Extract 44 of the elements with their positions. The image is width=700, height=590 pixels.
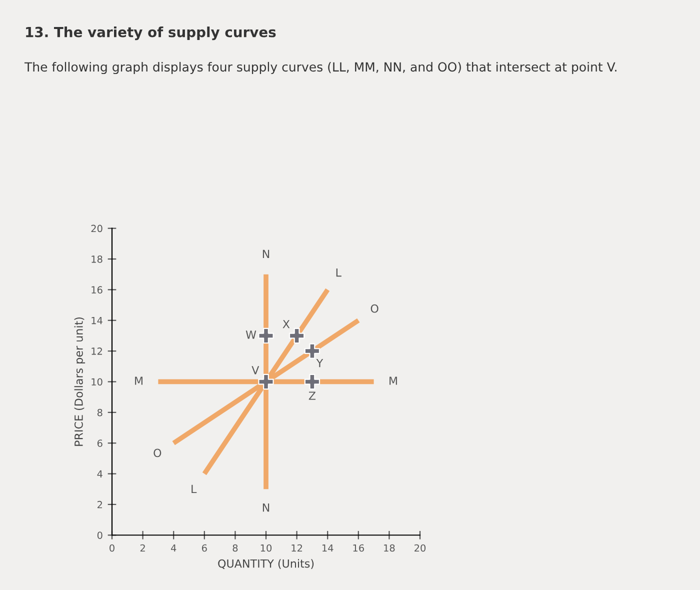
annotation: O <box>370 304 378 313</box>
annotation: L <box>336 268 342 277</box>
x-tick-label: 12 <box>292 544 302 552</box>
y-axis-title: PRICE (Dollars per unit) <box>74 317 86 446</box>
annotation: L <box>192 484 197 494</box>
point <box>258 328 274 344</box>
x-tick-label: 18 <box>384 544 395 552</box>
point <box>304 343 320 359</box>
x-tick-label: 16 <box>353 544 364 552</box>
annotation: Y <box>316 359 324 368</box>
y-tick-label: 8 <box>97 408 102 416</box>
y-tick-label: 14 <box>92 316 102 324</box>
x-tick-label: 14 <box>322 544 334 552</box>
y-tick-label: 10 <box>92 378 102 386</box>
y-tick-label: 0 <box>97 532 102 539</box>
y-tick-label: 18 <box>92 255 102 263</box>
x-tick-label: 2 <box>140 544 145 552</box>
y-tick-label: 20 <box>91 224 102 232</box>
annotation: W <box>246 330 256 339</box>
x-tick-label: 8 <box>232 544 238 552</box>
annotation: N <box>262 504 270 512</box>
annotation: O <box>154 448 162 458</box>
chart-title: 13. The variety of supply curves <box>26 26 276 40</box>
point <box>288 328 305 344</box>
point <box>304 374 320 390</box>
x-tick-label: 20 <box>414 544 426 552</box>
y-tick-label: 12 <box>92 348 102 355</box>
point <box>258 374 274 390</box>
x-tick-label: 6 <box>202 544 207 552</box>
annotation: M <box>390 376 397 385</box>
x-tick-label: 10 <box>260 544 272 552</box>
annotation: N <box>262 250 270 258</box>
x-axis-title: QUANTITY (Units) <box>218 559 314 570</box>
annotation: V <box>252 366 260 374</box>
annotation: Z <box>308 392 316 400</box>
y-tick-label: 6 <box>97 440 102 447</box>
annotation: M <box>135 376 142 385</box>
x-tick-label: 0 <box>110 544 114 552</box>
chart-subtitle: The following graph displays four supply curves (LL, MM, NN, and OO) that intersect at point V. <box>24 62 616 74</box>
y-tick-label: 4 <box>97 470 102 478</box>
y-tick-label: 2 <box>98 500 102 508</box>
y-tick-label: 16 <box>92 286 102 294</box>
x-tick-label: 4 <box>170 544 176 552</box>
annotation: X <box>282 320 290 328</box>
